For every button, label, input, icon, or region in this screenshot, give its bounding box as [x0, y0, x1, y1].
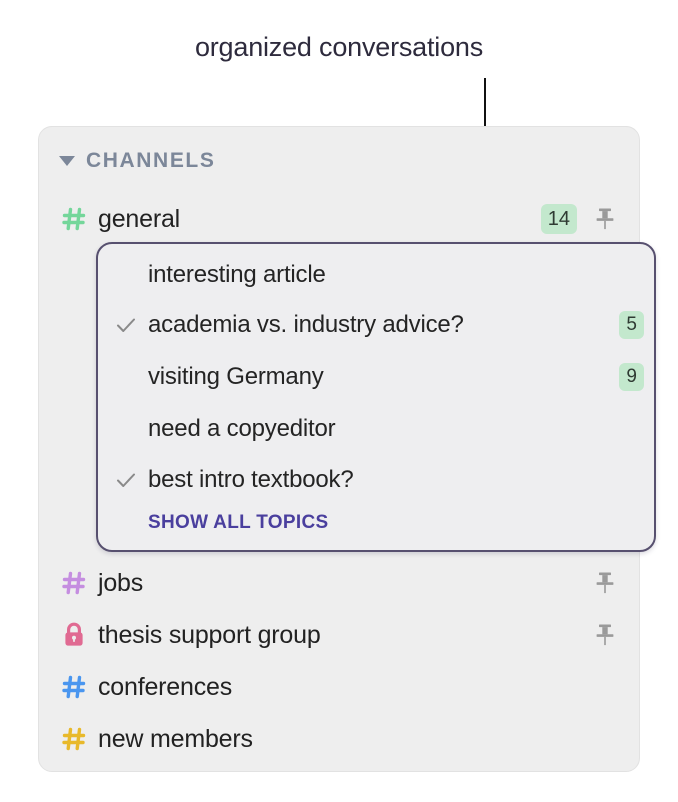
chevron-down-icon[interactable]	[59, 156, 75, 166]
channels-sidebar-card: CHANNELS general 14	[38, 126, 656, 772]
topic-label: visiting Germany	[148, 363, 324, 390]
sidebar-item-thesis-support-group[interactable]: thesis support group	[59, 613, 621, 657]
hash-icon	[59, 724, 89, 754]
sidebar-item-new-members[interactable]: new members	[59, 717, 621, 761]
show-all-topics-link[interactable]: SHOW ALL TOPICS	[148, 512, 329, 533]
hash-icon	[59, 204, 89, 234]
sidebar-item-label: conferences	[98, 672, 232, 701]
channels-section-title: CHANNELS	[86, 149, 216, 172]
list-item[interactable]: interesting article	[112, 252, 644, 298]
sidebar-item-label: thesis support group	[98, 620, 321, 649]
sidebar-item-jobs[interactable]: jobs	[59, 561, 621, 605]
sidebar-item-conferences[interactable]: conferences	[59, 665, 621, 709]
sidebar-item-label: jobs	[98, 568, 144, 597]
check-icon	[112, 469, 140, 491]
sidebar-item-label: general	[98, 204, 180, 233]
lock-icon	[59, 620, 89, 650]
pin-icon[interactable]	[589, 567, 621, 599]
channels-section-header[interactable]: CHANNELS	[59, 149, 215, 173]
sidebar-item-general[interactable]: general 14	[59, 197, 621, 241]
list-item[interactable]: best intro textbook?	[112, 457, 644, 503]
pin-icon[interactable]	[589, 203, 621, 235]
check-icon	[112, 314, 140, 336]
list-item[interactable]: need a copyeditor	[112, 406, 644, 452]
topic-label: interesting article	[148, 261, 326, 288]
topic-list-panel: interesting article academia vs. industr…	[96, 242, 656, 552]
list-item[interactable]: academia vs. industry advice? 5	[112, 302, 644, 348]
pin-icon[interactable]	[589, 619, 621, 651]
topic-label: academia vs. industry advice?	[148, 311, 464, 338]
topic-unread-badge: 5	[619, 311, 644, 339]
callout-label: organized conversations	[194, 32, 484, 62]
topic-label: need a copyeditor	[148, 415, 336, 442]
hash-icon	[59, 568, 89, 598]
topic-unread-badge: 9	[619, 363, 644, 391]
sidebar-item-label: new members	[98, 724, 253, 753]
topic-label: best intro textbook?	[148, 466, 354, 493]
list-item[interactable]: visiting Germany 9	[112, 354, 644, 400]
unread-count-badge: 14	[540, 204, 577, 234]
hash-icon	[59, 672, 89, 702]
